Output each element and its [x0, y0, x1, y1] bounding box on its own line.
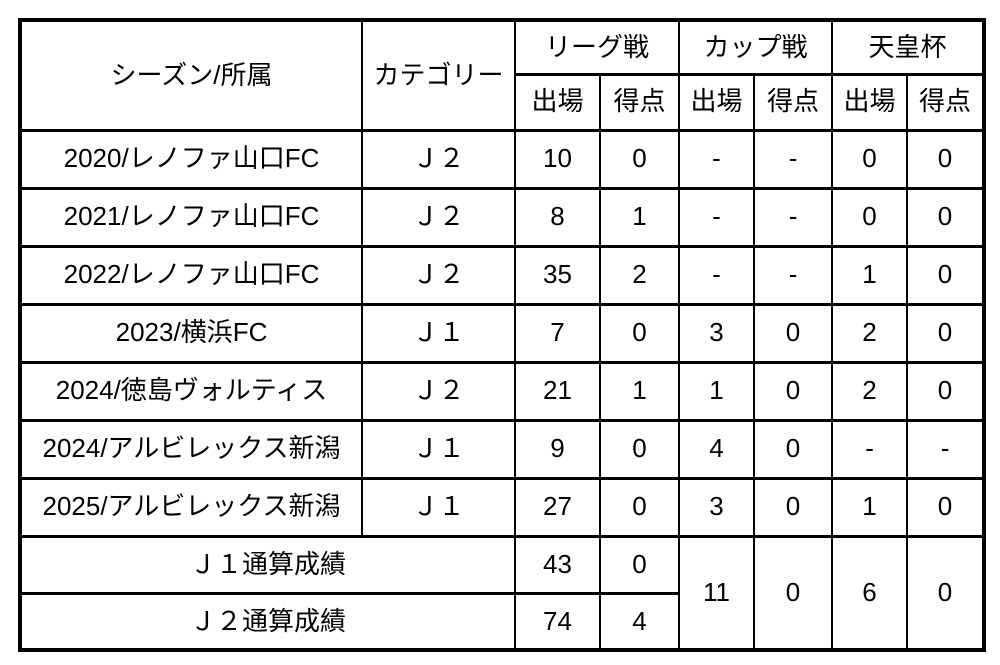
table-row: 2023/横浜FC Ｊ１ 7 0 3 0 2 0 — [19, 302, 986, 364]
category-cell: Ｊ２ — [361, 128, 516, 190]
header-league-apps: 出場 — [514, 72, 601, 132]
header-cup-goals: 得点 — [753, 72, 834, 132]
league-apps-cell: 8 — [514, 186, 601, 248]
header-emperor-group: 天皇杯 — [831, 18, 986, 76]
season-club-cell: 2022/レノファ山口FC — [19, 244, 363, 306]
emperor-goals-cell: 0 — [906, 302, 986, 364]
league-goals-cell: 0 — [598, 302, 681, 364]
cup-goals-cell: 0 — [753, 476, 834, 538]
league-goals-cell: 1 — [598, 360, 681, 422]
league-apps-cell: 7 — [514, 302, 601, 364]
emperor-goals-cell: 0 — [906, 360, 986, 422]
emperor-apps-cell: 1 — [831, 476, 909, 538]
emperor-apps-cell: 2 — [831, 360, 909, 422]
cup-goals-cell: - — [753, 186, 834, 248]
cup-apps-cell: - — [678, 244, 756, 306]
total-emperor-goals-cell: 0 — [906, 534, 986, 652]
cup-apps-cell: 4 — [678, 418, 756, 480]
header-league-goals: 得点 — [598, 72, 681, 132]
header-league-group: リーグ戦 — [513, 18, 681, 76]
cup-goals-cell: 0 — [753, 302, 834, 364]
total-cup-apps-cell: 11 — [678, 534, 756, 652]
emperor-goals-cell: 0 — [906, 128, 986, 190]
cup-apps-cell: 1 — [678, 360, 756, 422]
emperor-goals-cell: - — [906, 418, 986, 480]
header-emperor-apps: 出場 — [831, 72, 909, 132]
emperor-apps-cell: 0 — [831, 128, 909, 190]
cup-goals-cell: - — [753, 128, 834, 190]
table-row: 2024/徳島ヴォルティス Ｊ２ 21 1 1 0 2 0 — [19, 360, 986, 422]
table-row: 2025/アルビレックス新潟 Ｊ１ 27 0 3 0 1 0 — [19, 476, 986, 538]
league-apps-cell: 21 — [514, 360, 601, 422]
cup-goals-cell: 0 — [753, 360, 834, 422]
league-goals-cell: 2 — [598, 244, 681, 306]
table-row: 2020/レノファ山口FC Ｊ２ 10 0 - - 0 0 — [19, 128, 986, 190]
league-apps-cell: 10 — [514, 128, 601, 190]
totals-row-j2: Ｊ２通算成績 74 4 — [19, 591, 984, 652]
total-cup-goals-cell: 0 — [753, 534, 834, 652]
totals-row-j1: Ｊ１通算成績 43 0 11 0 6 0 — [19, 534, 986, 652]
emperor-goals-cell: 0 — [906, 476, 986, 538]
category-cell: Ｊ１ — [361, 302, 516, 364]
j2-total-league-goals-cell: 4 — [598, 591, 681, 652]
league-goals-cell: 1 — [598, 186, 681, 248]
j2-total-label-cell: Ｊ２通算成績 — [19, 591, 516, 652]
header-row-sub: 出場 得点 出場 得点 出場 得点 — [20, 72, 986, 132]
season-club-cell: 2023/横浜FC — [19, 302, 363, 364]
cup-apps-cell: - — [678, 186, 756, 248]
category-cell: Ｊ２ — [361, 186, 516, 248]
season-club-cell: 2025/アルビレックス新潟 — [19, 476, 363, 538]
header-cup-apps: 出場 — [678, 72, 756, 132]
category-cell: Ｊ２ — [361, 244, 516, 306]
header-emperor-goals: 得点 — [906, 72, 986, 132]
category-cell: Ｊ１ — [361, 418, 516, 480]
j1-total-league-goals-cell: 0 — [598, 534, 681, 595]
cup-goals-cell: 0 — [753, 418, 834, 480]
cup-apps-cell: - — [678, 128, 756, 190]
table-row: 2024/アルビレックス新潟 Ｊ１ 9 0 4 0 - - — [19, 418, 986, 480]
emperor-apps-cell: 1 — [831, 244, 909, 306]
header-season-club: シーズン/所属 — [19, 18, 363, 132]
header-row-groups: シーズン/所属 カテゴリー リーグ戦 カップ戦 天皇杯 — [19, 18, 986, 132]
j2-total-league-apps-cell: 74 — [514, 591, 601, 652]
emperor-apps-cell: 2 — [831, 302, 909, 364]
season-club-cell: 2024/徳島ヴォルティス — [19, 360, 363, 422]
total-emperor-apps-cell: 6 — [831, 534, 909, 652]
emperor-goals-cell: 0 — [906, 186, 986, 248]
j1-total-league-apps-cell: 43 — [514, 534, 601, 595]
j1-total-label-cell: Ｊ１通算成績 — [19, 534, 516, 595]
cup-apps-cell: 3 — [678, 302, 756, 364]
season-club-cell: 2020/レノファ山口FC — [19, 128, 363, 190]
season-club-cell: 2024/アルビレックス新潟 — [19, 418, 363, 480]
cup-apps-cell: 3 — [678, 476, 756, 538]
season-stats-table: シーズン/所属 カテゴリー リーグ戦 カップ戦 天皇杯 出場 得点 出場 得点 … — [18, 18, 987, 652]
table-row: 2021/レノファ山口FC Ｊ２ 8 1 - - 0 0 — [19, 186, 986, 248]
header-cup-group: カップ戦 — [678, 18, 834, 76]
category-cell: Ｊ１ — [361, 476, 516, 538]
emperor-goals-cell: 0 — [906, 244, 986, 306]
season-club-cell: 2021/レノファ山口FC — [19, 186, 363, 248]
table-row: 2022/レノファ山口FC Ｊ２ 35 2 - - 1 0 — [19, 244, 986, 306]
league-apps-cell: 27 — [514, 476, 601, 538]
league-apps-cell: 9 — [514, 418, 601, 480]
league-apps-cell: 35 — [514, 244, 601, 306]
category-cell: Ｊ２ — [361, 360, 516, 422]
cup-goals-cell: - — [753, 244, 834, 306]
league-goals-cell: 0 — [598, 128, 681, 190]
league-goals-cell: 0 — [598, 476, 681, 538]
emperor-apps-cell: - — [831, 418, 909, 480]
header-category: カテゴリー — [361, 18, 516, 132]
emperor-apps-cell: 0 — [831, 186, 909, 248]
league-goals-cell: 0 — [598, 418, 681, 480]
